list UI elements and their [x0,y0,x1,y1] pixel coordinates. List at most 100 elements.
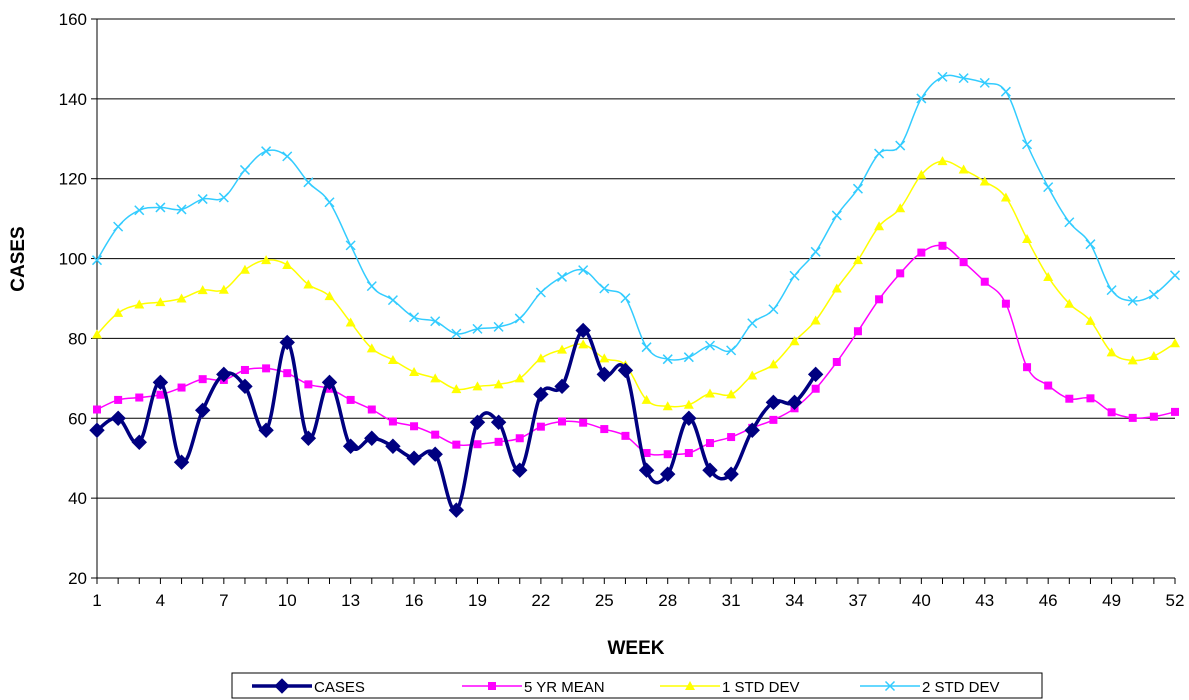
data-point-2-std-dev [831,210,842,221]
data-point-5-yr-mean [811,384,820,393]
x-tick-label: 40 [912,591,931,610]
series-lines [89,71,1181,518]
data-point-cases [385,438,401,454]
data-point-2-std-dev [578,265,589,276]
x-tick-label: 7 [219,591,228,610]
data-point-5-yr-mean [536,422,545,431]
data-point-2-std-dev [958,73,969,84]
data-point-5-yr-mean [262,364,271,373]
data-point-2-std-dev [197,194,208,205]
data-point-1-std-dev [662,401,673,411]
data-point-5-yr-mean [663,450,672,459]
data-point-5-yr-mean [832,357,841,366]
legend-marker [884,680,896,692]
data-point-5-yr-mean [938,241,947,250]
data-point-5-yr-mean [473,440,482,449]
legend-label: 2 STD DEV [922,679,1000,696]
data-point-5-yr-mean [494,437,503,446]
data-point-2-std-dev [430,316,441,327]
data-point-1-std-dev [92,329,102,339]
data-point-1-std-dev [852,255,863,265]
data-point-cases [744,422,760,438]
data-point-2-std-dev [261,146,272,157]
data-point-5-yr-mean [177,383,186,392]
legend-item-1-std-dev: 1 STD DEV [660,679,800,696]
data-point-1-std-dev [768,359,779,369]
data-point-cases [659,466,676,482]
data-point-1-std-dev [810,315,821,325]
data-point-1-std-dev [261,255,272,265]
data-point-5-yr-mean [1065,394,1074,403]
data-point-5-yr-mean [1023,363,1032,372]
data-point-1-std-dev [535,353,546,363]
data-point-1-std-dev [641,394,652,404]
data-point-2-std-dev [451,328,462,339]
data-point-1-std-dev [979,176,990,186]
data-point-1-std-dev [747,370,758,380]
data-point-1-std-dev [1043,271,1054,281]
data-point-5-yr-mean [93,405,101,414]
data-point-2-std-dev [683,352,694,363]
data-point-1-std-dev [345,317,356,327]
data-point-5-yr-mean [388,417,397,426]
x-tick-label: 28 [658,591,677,610]
data-point-5-yr-mean [853,327,862,336]
data-point-2-std-dev [916,93,927,104]
data-point-1-std-dev [1000,192,1011,202]
data-point-1-std-dev [303,279,314,289]
data-point-1-std-dev [874,221,885,231]
data-point-2-std-dev [1106,285,1117,296]
data-point-1-std-dev [472,381,483,391]
data-point-5-yr-mean [917,248,926,257]
data-point-2-std-dev [747,318,758,329]
x-tick-label: 25 [595,591,614,610]
y-tick-label: 40 [68,489,87,508]
data-point-cases [406,450,422,466]
data-point-2-std-dev [409,312,420,323]
series-1-std-dev [92,156,1180,411]
data-point-1-std-dev [937,156,948,166]
data-point-5-yr-mean [769,415,778,424]
data-point-2-std-dev [472,323,483,334]
data-point-cases [279,334,295,351]
data-point-1-std-dev [1022,234,1033,244]
data-point-2-std-dev [535,287,546,298]
data-point-cases [258,422,274,438]
data-point-1-std-dev [155,297,166,307]
data-point-1-std-dev [1064,298,1075,308]
data-point-2-std-dev [726,345,737,356]
data-point-5-yr-mean [114,395,123,404]
data-point-1-std-dev [387,354,398,364]
data-point-2-std-dev [599,283,610,294]
data-point-5-yr-mean [1086,394,1095,403]
data-point-cases [786,394,803,411]
data-point-2-std-dev [620,293,631,304]
x-tick-label: 13 [341,591,360,610]
data-point-2-std-dev [979,77,990,88]
data-point-cases [617,362,634,379]
data-point-cases [533,386,549,403]
x-tick-label: 1 [92,591,101,610]
data-point-5-yr-mean [515,434,524,443]
data-point-1-std-dev [578,339,589,349]
data-point-2-std-dev [134,205,145,216]
data-point-1-std-dev [282,259,293,269]
data-point-cases [512,462,528,478]
data-point-1-std-dev [493,379,504,389]
data-point-2-std-dev [218,192,229,203]
data-point-5-yr-mean [558,417,567,426]
data-point-2-std-dev [768,304,779,315]
y-tick-label: 60 [68,409,87,428]
x-tick-label: 4 [156,591,165,610]
data-point-5-yr-mean [283,369,292,378]
data-point-2-std-dev [366,281,377,292]
data-point-5-yr-mean [600,425,609,434]
series-line-cases [95,328,818,512]
data-point-2-std-dev [176,204,187,215]
data-point-5-yr-mean [1149,412,1158,421]
data-point-1-std-dev [176,293,187,303]
data-point-1-std-dev [831,283,842,293]
data-point-cases [765,394,782,411]
